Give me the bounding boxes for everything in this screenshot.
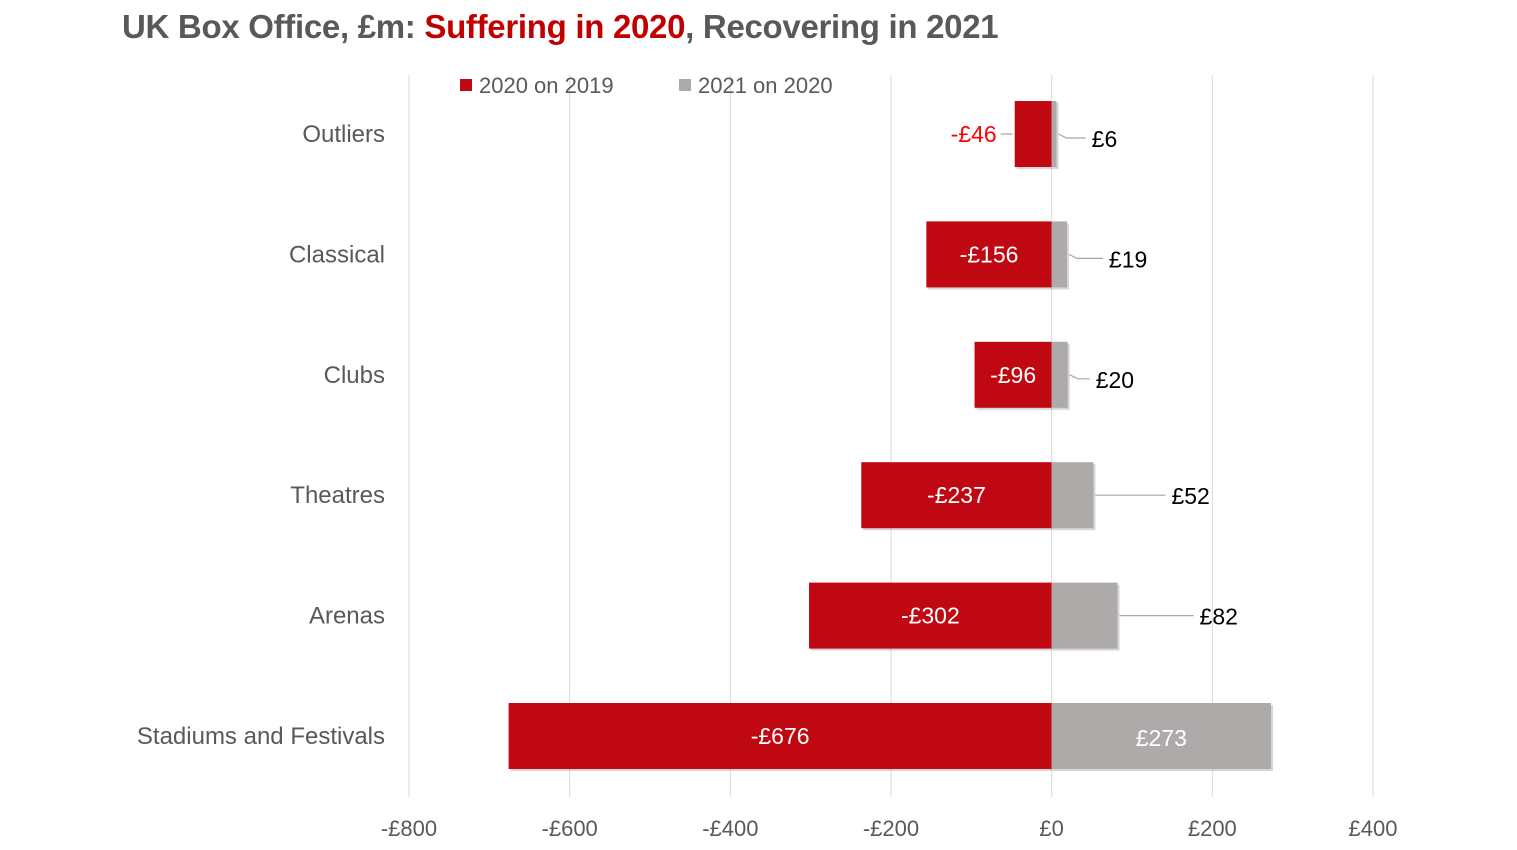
x-tick-label: -£400 xyxy=(702,816,758,841)
bar-2021-on-2020 xyxy=(1051,462,1094,529)
category-label: Clubs xyxy=(324,362,385,389)
legend-item-2021: 2021 on 2020 xyxy=(679,73,833,98)
bar-2021-on-2020 xyxy=(1051,221,1067,288)
x-tick-label: -£600 xyxy=(542,816,598,841)
title-part-3: , Recovering in 2021 xyxy=(685,8,999,45)
bar-2021-on-2020 xyxy=(1051,582,1118,649)
data-label-2021: £19 xyxy=(1109,246,1147,272)
bar-2020-on-2019 xyxy=(1014,101,1052,167)
data-label-2021: £52 xyxy=(1171,483,1209,509)
legend-item-2020: 2020 on 2019 xyxy=(460,73,614,98)
leader-line xyxy=(1069,374,1090,380)
data-label-2021: £20 xyxy=(1096,367,1134,393)
data-label-2020: -£676 xyxy=(751,723,810,749)
category-label: Outliers xyxy=(302,121,385,148)
x-tick-label: -£800 xyxy=(381,816,437,841)
gridlines xyxy=(408,75,1374,797)
category-label: Classical xyxy=(289,241,385,268)
legend-label-2021: 2021 on 2020 xyxy=(698,73,833,98)
category-labels: Outliers Classical Clubs Theatres Arenas Stad… xyxy=(137,121,385,750)
data-label-2020: -£96 xyxy=(990,362,1036,388)
title-highlight: Suffering in 2020 xyxy=(424,8,686,45)
x-tick-label: -£200 xyxy=(863,816,919,841)
bar-2020-on-2019 xyxy=(809,582,1052,649)
bars xyxy=(508,101,1273,771)
title-part-1: UK Box Office, £m: xyxy=(122,8,425,45)
bar-2020-on-2019 xyxy=(926,221,1052,288)
data-labels: -£46 £6 -£156 £19 -£96 £20 -£237 £52 -£302 £82 -£6… xyxy=(751,121,1238,751)
chart-title: UK Box Office, £m: Suffering in 2020, Re… xyxy=(122,8,999,46)
category-label: Arenas xyxy=(309,603,385,630)
category-label: Stadiums and Festivals xyxy=(137,723,385,750)
legend: 2020 on 2019 2021 on 2020 xyxy=(460,73,833,98)
data-label-2020: -£156 xyxy=(960,241,1019,267)
data-label-2021: £82 xyxy=(1200,604,1238,630)
bar-2021-on-2020 xyxy=(1051,101,1057,167)
x-tick-label: £400 xyxy=(1349,816,1398,841)
bar-2020-on-2019 xyxy=(974,341,1052,408)
data-label-2020: -£237 xyxy=(927,482,986,508)
leader-line xyxy=(1058,133,1086,139)
leader-line xyxy=(1068,253,1103,259)
x-tick-label: £200 xyxy=(1188,816,1237,841)
data-label-2021: £6 xyxy=(1092,126,1118,152)
label-leader-lines xyxy=(1000,133,1194,617)
bar-2020-on-2019 xyxy=(508,703,1052,769)
bar-2021-on-2020 xyxy=(1051,341,1068,408)
bar-2020-on-2019 xyxy=(861,462,1052,529)
x-tick-label: £0 xyxy=(1039,816,1063,841)
data-label-2020: -£46 xyxy=(951,121,997,147)
bar-2021-on-2020 xyxy=(1051,703,1271,769)
legend-swatch-2020 xyxy=(460,79,472,91)
x-axis-tick-labels: -£800 -£600 -£400 -£200 £0 £200 £400 xyxy=(381,816,1398,841)
category-label: Theatres xyxy=(290,482,385,509)
legend-swatch-2021 xyxy=(679,79,691,91)
data-label-2021: £273 xyxy=(1136,725,1187,751)
legend-label-2020: 2020 on 2019 xyxy=(479,73,614,98)
data-label-2020: -£302 xyxy=(901,603,960,629)
